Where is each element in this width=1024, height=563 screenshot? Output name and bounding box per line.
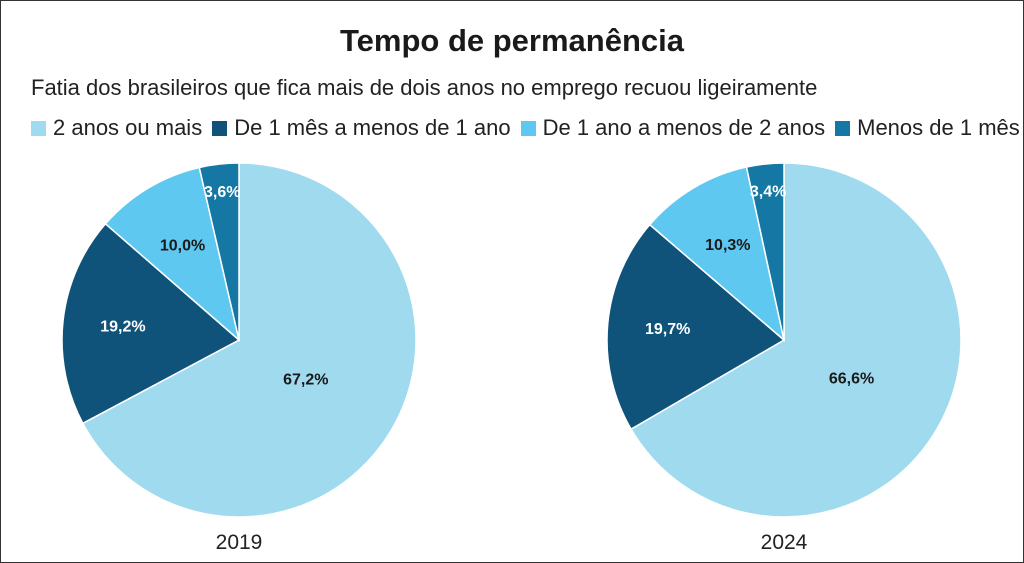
slice-data-label: 10,3% [705,237,750,254]
slice-data-label: 10,0% [160,237,205,254]
slice-data-label: 66,6% [829,370,874,387]
slice-data-label: 3,4% [750,184,786,201]
slice-data-label: 3,6% [204,184,240,201]
pie-year-label: 2024 [761,531,808,554]
pie-year-label: 2019 [216,531,263,554]
pie-2024: 66,6% 19,7% 10,3% 3,4% 2024 [607,163,961,554]
slice-data-label: 19,2% [100,318,145,335]
chart-frame: Tempo de permanência Fatia dos brasileir… [0,0,1024,563]
slice-data-label: 19,7% [645,321,690,338]
slice-data-label: 67,2% [283,372,328,389]
pie-2019: 67,2% 19,2% 10,0% 3,6% 2019 [62,163,416,554]
pie-charts: 67,2% 19,2% 10,0% 3,6% 2019 66,6% 19,7% 10,3% 3,… [1,1,1023,562]
